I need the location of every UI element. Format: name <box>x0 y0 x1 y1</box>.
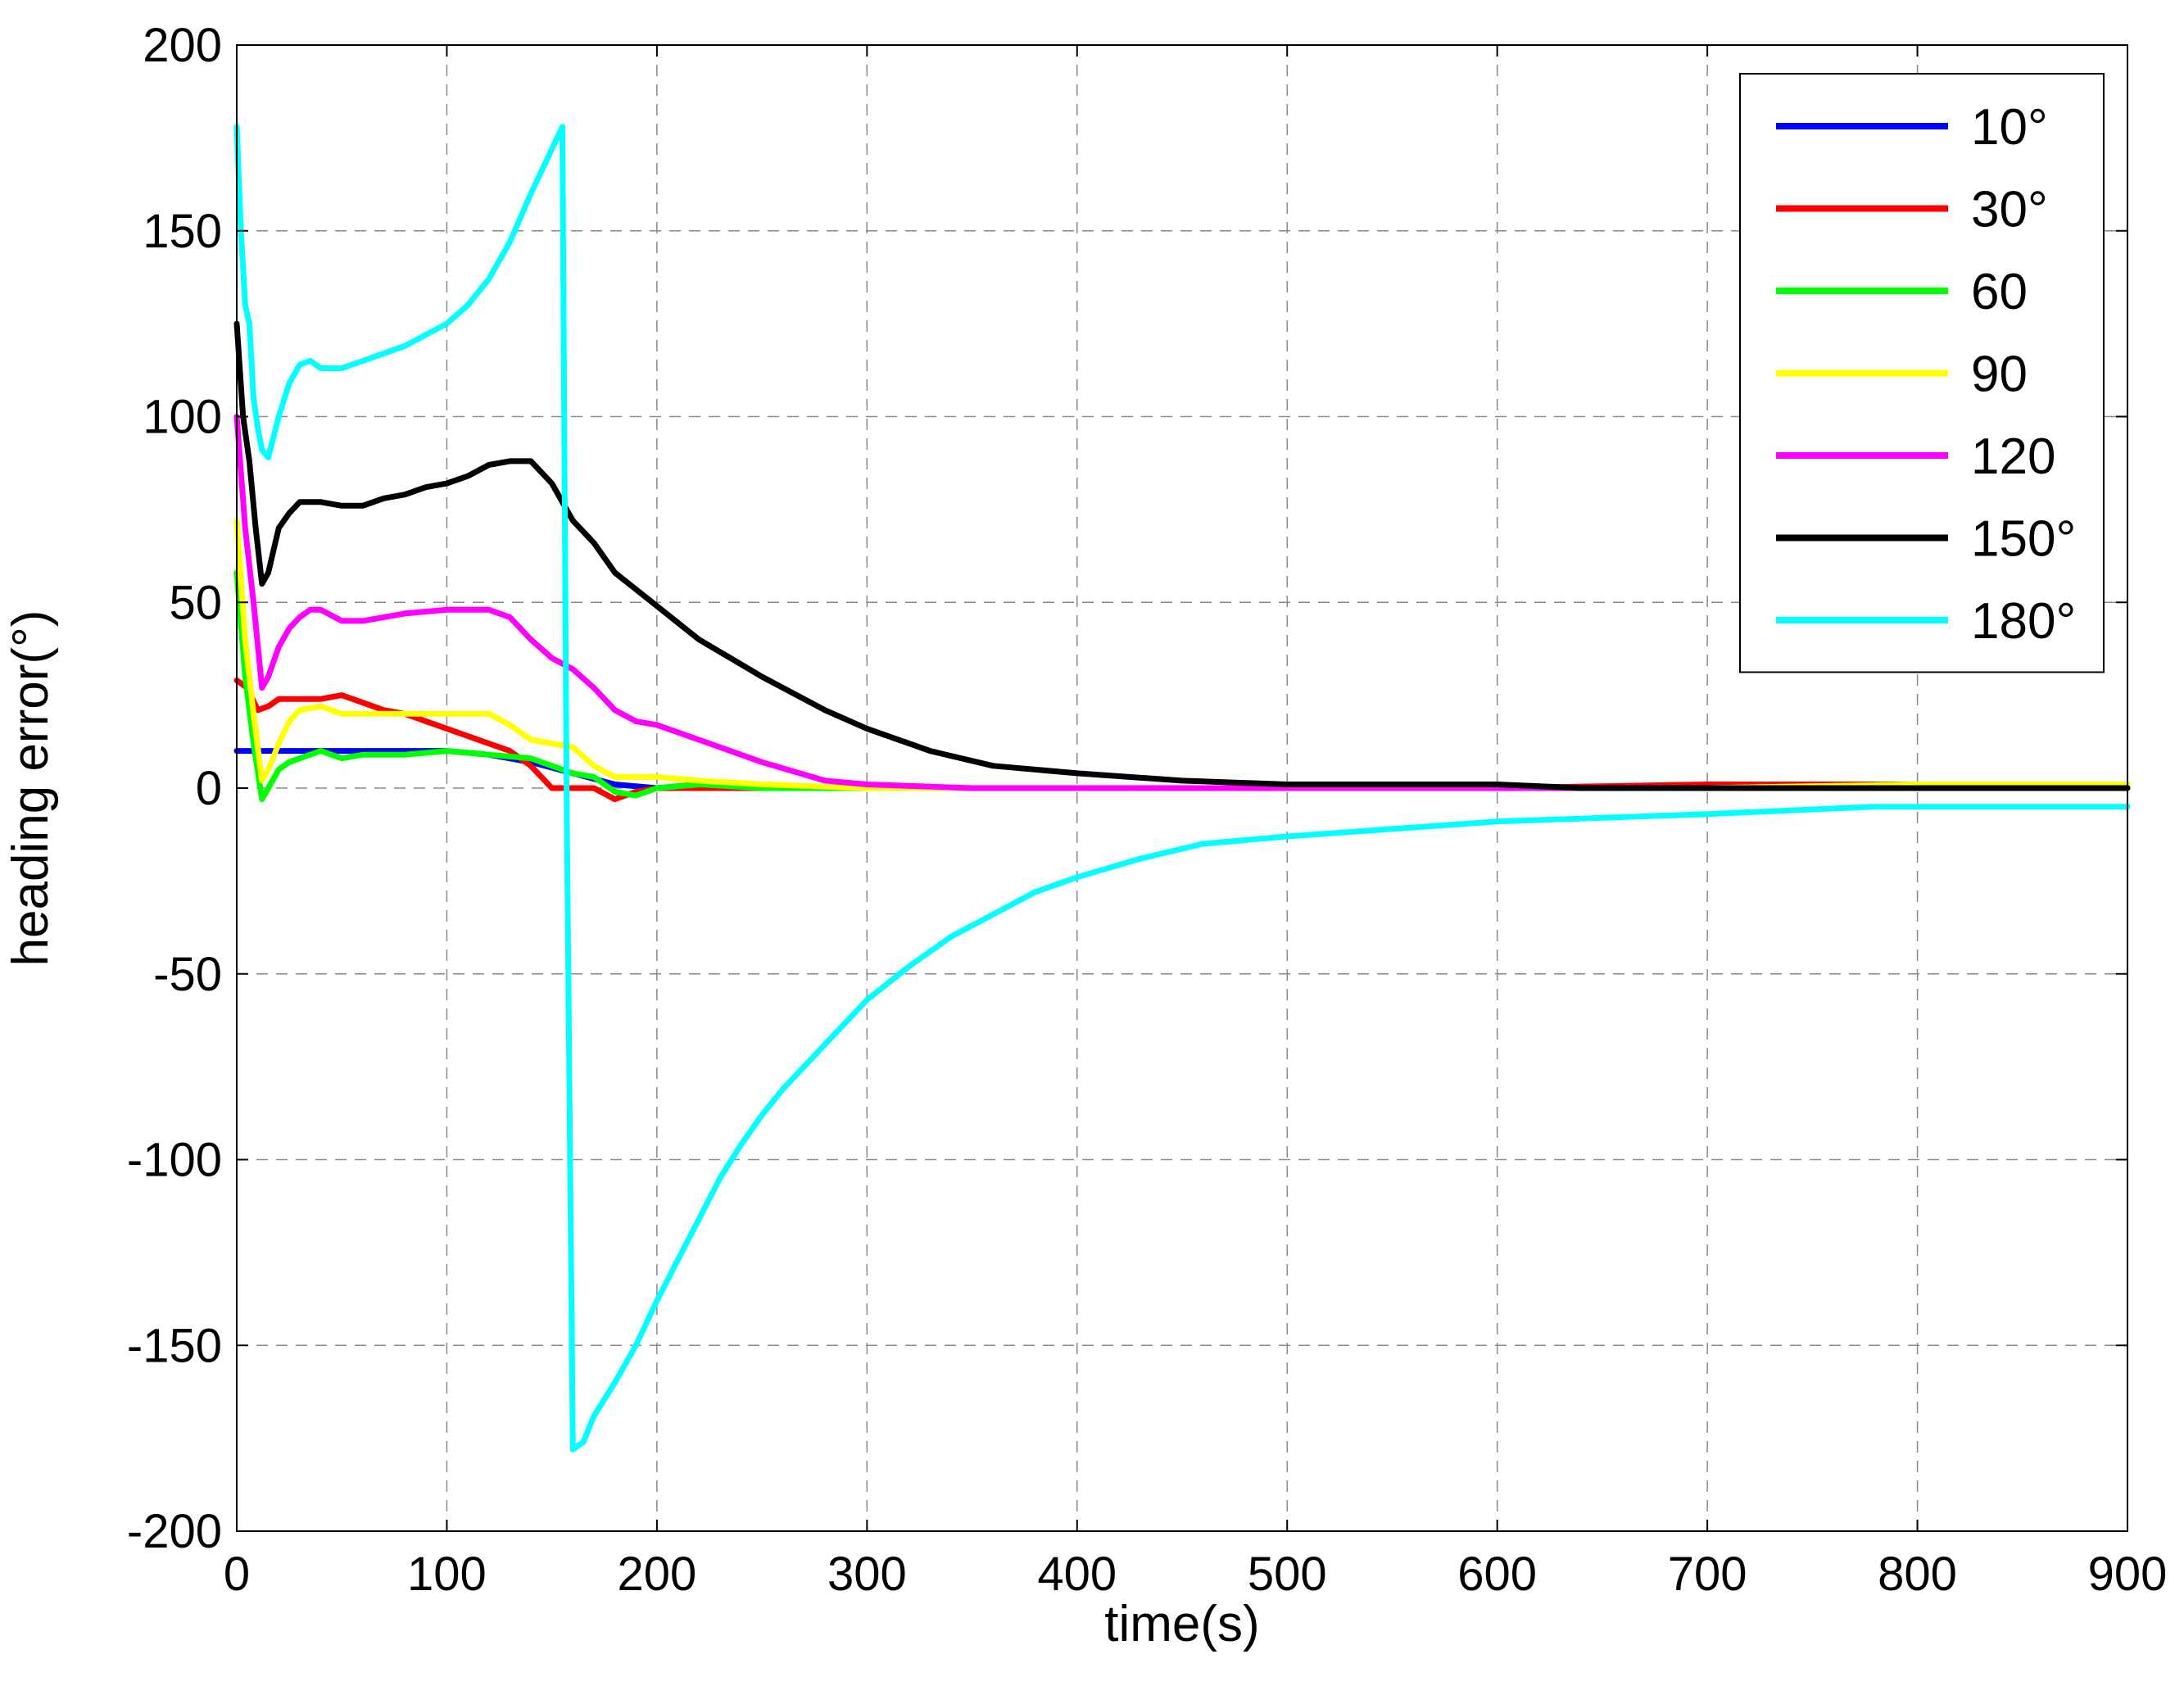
x-axis-label: time(s) <box>1104 1596 1259 1652</box>
x-tick-label: 500 <box>1248 1548 1327 1601</box>
legend-label: 30° <box>1971 182 2048 238</box>
legend-label: 150° <box>1971 511 2076 568</box>
y-tick-label: 100 <box>143 391 222 444</box>
y-tick-label: 0 <box>196 762 222 815</box>
ticks <box>236 44 2128 1532</box>
x-tick-label: 0 <box>224 1548 250 1601</box>
legend-label: 90 <box>1971 347 2028 403</box>
tick-labels: 0 100 200 300 400 500 600 700 800 900200150100500… <box>127 19 2167 1601</box>
series-line-6 <box>233 124 2131 1453</box>
y-tick-label: 200 <box>143 19 222 72</box>
legend-label: 120 <box>1971 428 2055 485</box>
legend-label: 180° <box>1971 593 2076 650</box>
x-tick-label: 900 <box>2088 1548 2168 1601</box>
x-tick-label: 300 <box>827 1548 907 1601</box>
y-tick-label: 50 <box>169 576 222 629</box>
y-tick-label: -200 <box>127 1505 222 1558</box>
x-tick-label: 400 <box>1037 1548 1117 1601</box>
legend-label: 10° <box>1971 99 2048 156</box>
y-tick-label: -50 <box>153 948 222 1001</box>
x-tick-label: 700 <box>1668 1548 1747 1601</box>
y-tick-label: -100 <box>127 1134 222 1187</box>
series-line-4 <box>233 414 2131 791</box>
series-line-5 <box>233 320 2131 791</box>
legend: 10° 30° 60 90 120 150° 180° <box>1739 73 2105 673</box>
y-axis-label: heading error(°) <box>2 610 59 967</box>
legend-label: 60 <box>1971 264 2028 320</box>
x-tick-label: 600 <box>1457 1548 1537 1601</box>
y-tick-label: 150 <box>143 205 222 258</box>
series-layer <box>233 124 2131 1453</box>
y-tick-label: -150 <box>127 1319 222 1372</box>
x-tick-label: 100 <box>407 1548 487 1601</box>
x-tick-label: 800 <box>1878 1548 1957 1601</box>
x-tick-label: 200 <box>617 1548 696 1601</box>
